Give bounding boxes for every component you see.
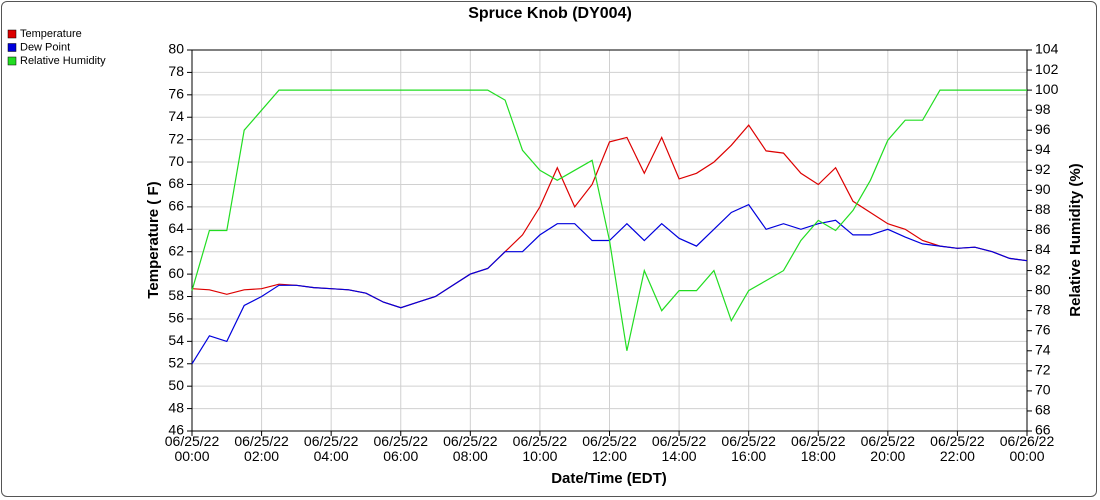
y-tick-label: 52	[168, 354, 184, 370]
y-tick-label: 46	[168, 422, 184, 438]
y-tick-label: 70	[168, 153, 184, 169]
y2-tick-label: 86	[1035, 221, 1051, 237]
y2-tick-label: 74	[1035, 341, 1051, 357]
x-tick-label: 06/25/22 14:00	[651, 433, 707, 464]
x-axis-label: Date/Time (EDT)	[551, 470, 667, 487]
plot-border	[191, 49, 1028, 432]
y2-tick-label: 104	[1035, 41, 1059, 57]
y2-tick-label: 96	[1035, 121, 1051, 137]
x-tick-label: 06/25/22 18:00	[791, 433, 846, 464]
legend-label: Relative Humidity	[20, 55, 106, 67]
y2-tick-label: 84	[1035, 241, 1051, 257]
y-tick-label: 78	[168, 63, 184, 79]
y-tick-label: 58	[168, 287, 184, 303]
y-tick-label: 48	[168, 399, 184, 415]
y2-tick-label: 92	[1035, 161, 1051, 177]
legend-label: Dew Point	[20, 41, 70, 53]
y2-tick-label: 66	[1035, 422, 1051, 438]
legend-swatch	[7, 43, 17, 52]
y-tick-label: 68	[168, 175, 184, 191]
y2-tick-label: 78	[1035, 301, 1051, 317]
x-tick-label: 06/25/22 00:00	[164, 433, 220, 464]
y2-tick-label: 102	[1035, 61, 1059, 77]
y2-tick-label: 90	[1035, 181, 1051, 197]
x-tick-label: 06/25/22 20:00	[860, 433, 916, 464]
x-tick-label: 06/25/22 02:00	[234, 433, 289, 464]
y-tick-label: 74	[168, 108, 184, 124]
x-tick-label: 06/25/22 08:00	[443, 433, 498, 464]
x-tick-label: 06/25/22 04:00	[303, 433, 359, 464]
x-tick-label: 06/25/22 16:00	[721, 433, 776, 464]
y-tick-label: 54	[168, 332, 184, 348]
y-tick-label: 60	[168, 265, 184, 281]
y-tick-label: 72	[168, 130, 184, 146]
x-tick-label: 06/25/22 22:00	[930, 433, 985, 464]
y2-tick-label: 82	[1035, 261, 1051, 277]
y-tick-label: 62	[168, 242, 184, 258]
y-tick-label: 64	[168, 220, 184, 236]
x-tick-label: 06/25/22 06:00	[373, 433, 429, 464]
y2-tick-label: 88	[1035, 201, 1051, 217]
y2-tick-label: 94	[1035, 141, 1051, 157]
y-tick-label: 80	[168, 41, 184, 57]
x-tick-label: 06/25/22 12:00	[582, 433, 637, 464]
x-tick-label: 06/26/22 00:00	[999, 433, 1055, 464]
y2-axis-label: Relative Humidity (%)	[1067, 163, 1084, 316]
legend-label: Temperature	[20, 28, 82, 40]
x-tick-label: 06/25/22 10:00	[512, 433, 568, 464]
y2-tick-label: 76	[1035, 321, 1051, 337]
legend-swatch	[7, 29, 17, 39]
y2-tick-label: 70	[1035, 382, 1051, 398]
chart-title: Spruce Knob (DY004)	[468, 5, 632, 22]
y2-tick-label: 98	[1035, 101, 1051, 117]
y2-tick-label: 80	[1035, 281, 1051, 297]
series-line	[191, 89, 1027, 351]
legend-swatch	[7, 56, 17, 66]
y-tick-label: 50	[168, 377, 184, 393]
y-tick-label: 76	[168, 86, 184, 102]
y-axis-label: Temperature ( F)	[145, 181, 162, 298]
y2-tick-label: 100	[1035, 81, 1059, 97]
y-tick-label: 56	[168, 310, 184, 326]
y2-tick-label: 68	[1035, 402, 1051, 418]
y2-tick-label: 72	[1035, 362, 1051, 378]
y-tick-label: 66	[168, 198, 184, 214]
